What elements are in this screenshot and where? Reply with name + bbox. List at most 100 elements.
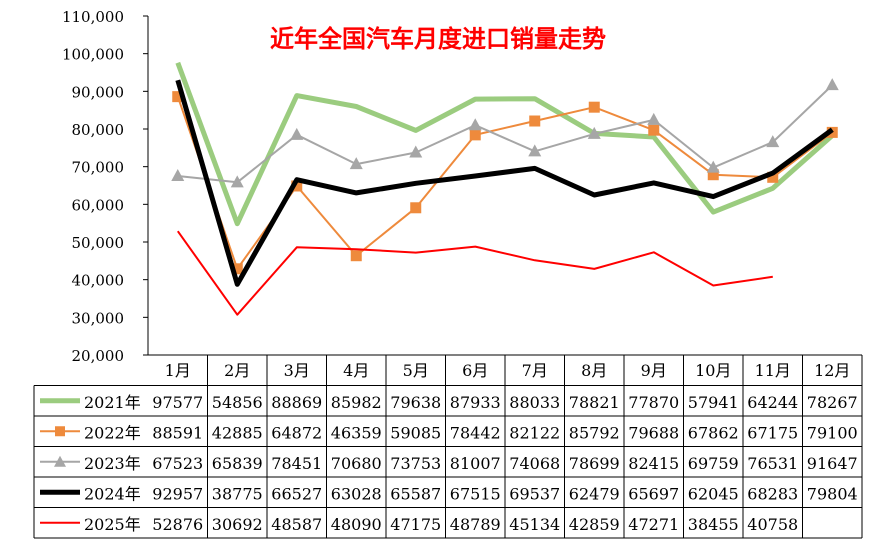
table-value: 48587 [271,515,322,534]
table-value: 78442 [450,423,501,442]
table-value: 92957 [152,484,203,503]
table-value: 48090 [331,515,382,534]
table-value: 79804 [807,484,858,503]
table-value: 30692 [212,515,263,534]
data-point-triangle [528,144,542,157]
table-value: 79100 [807,423,858,442]
data-point-square [529,115,541,127]
data-point-triangle [349,157,363,170]
x-tick-label: 3月 [284,361,310,380]
data-point-square [648,124,660,136]
table-value: 67862 [688,423,739,442]
x-tick-label: 5月 [403,361,429,380]
table-value: 38455 [688,515,739,534]
y-tick-label: 20,000 [72,347,125,365]
table-value: 67515 [450,484,501,503]
legend-label: 2023年 [84,454,141,473]
x-tick-label: 8月 [581,361,607,380]
table-value: 73753 [390,454,441,473]
table-value: 85792 [569,423,620,442]
table-value: 78699 [569,454,620,473]
data-point-triangle [290,127,304,140]
data-point-square [707,169,719,181]
data-point-square [291,180,303,192]
table-value: 77870 [628,393,679,412]
data-point-triangle [647,112,661,125]
data-point-square [767,171,779,183]
table-value: 70680 [331,454,382,473]
table-value: 38775 [212,484,263,503]
data-point-triangle [766,135,780,148]
x-tick-label: 1月 [165,361,191,380]
legend-marker-triangle [54,455,66,467]
table-value: 81007 [450,454,501,473]
table-value: 63028 [331,484,382,503]
table-value: 88869 [271,393,322,412]
series-line [175,61,834,227]
table-value: 59085 [390,423,441,442]
table-value: 78267 [807,393,858,412]
table-value: 42859 [569,515,620,534]
table-value: 82122 [509,423,560,442]
table-value: 97577 [152,393,203,412]
table-value: 69537 [509,484,560,503]
data-point-triangle [825,78,839,91]
legend-marker-square [55,426,65,437]
table-value: 68283 [747,484,798,503]
table-value: 64244 [747,393,798,412]
data-table: 1月 2月 3月 4月 5月 6月 7月 8月 9月 10月 11月 12月 2021年 97577 548… [33,354,863,539]
table-value: 78451 [271,454,322,473]
table-value: 91647 [807,454,858,473]
y-tick-label: 80,000 [72,121,125,139]
data-point-triangle [706,160,720,173]
table-value: 85982 [331,393,382,412]
y-tick-label: 30,000 [72,309,125,327]
series-line [176,230,773,316]
table-value: 88033 [509,393,560,412]
series-line [177,84,833,184]
table-value: 48789 [450,515,501,534]
table-value: 54856 [212,393,263,412]
data-point-triangle [171,168,185,181]
y-tick-label: 90,000 [72,83,125,101]
y-tick-label: 70,000 [72,159,125,177]
y-tick-label: 60,000 [72,196,125,214]
table-value: 78821 [569,393,620,412]
x-tick-label: 12月 [814,361,850,380]
data-point-triangle [587,126,601,139]
table-value: 52876 [152,515,203,534]
data-point-square [172,91,184,103]
table-value: 69759 [688,454,739,473]
table-value: 79688 [628,423,679,442]
legend-label: 2021年 [84,393,141,412]
chart-title: 近年全国汽车月度进口销量走势 [270,25,606,53]
data-point-triangle [409,145,423,158]
y-tick-label: 40,000 [72,272,125,290]
table-value: 76531 [747,454,798,473]
data-point-triangle [468,118,482,131]
y-tick-label: 50,000 [72,234,125,252]
table-value: 67523 [152,454,203,473]
series-layer [171,61,839,316]
table-value: 42885 [212,423,263,442]
data-point-square [410,202,422,214]
table-value: 62479 [569,484,620,503]
table-value: 65839 [212,454,263,473]
y-tick-label: 110,000 [62,8,124,26]
table-value: 64872 [271,423,322,442]
x-tick-label: 6月 [462,361,488,380]
table-value: 65697 [628,484,679,503]
table-value: 79638 [390,393,441,412]
x-tick-label: 2月 [224,361,250,380]
table-value: 82415 [628,454,679,473]
legend-label: 2025年 [84,515,141,534]
table-value: 45134 [509,515,560,534]
axes-layer: 20,000 30,000 40,000 50,000 60,000 70,000 80,0… [62,8,149,365]
x-tick-label: 7月 [522,361,548,380]
table-value: 66527 [271,484,322,503]
x-tick-label: 11月 [755,361,791,380]
table-value: 88591 [152,423,203,442]
table-value: 46359 [331,423,382,442]
